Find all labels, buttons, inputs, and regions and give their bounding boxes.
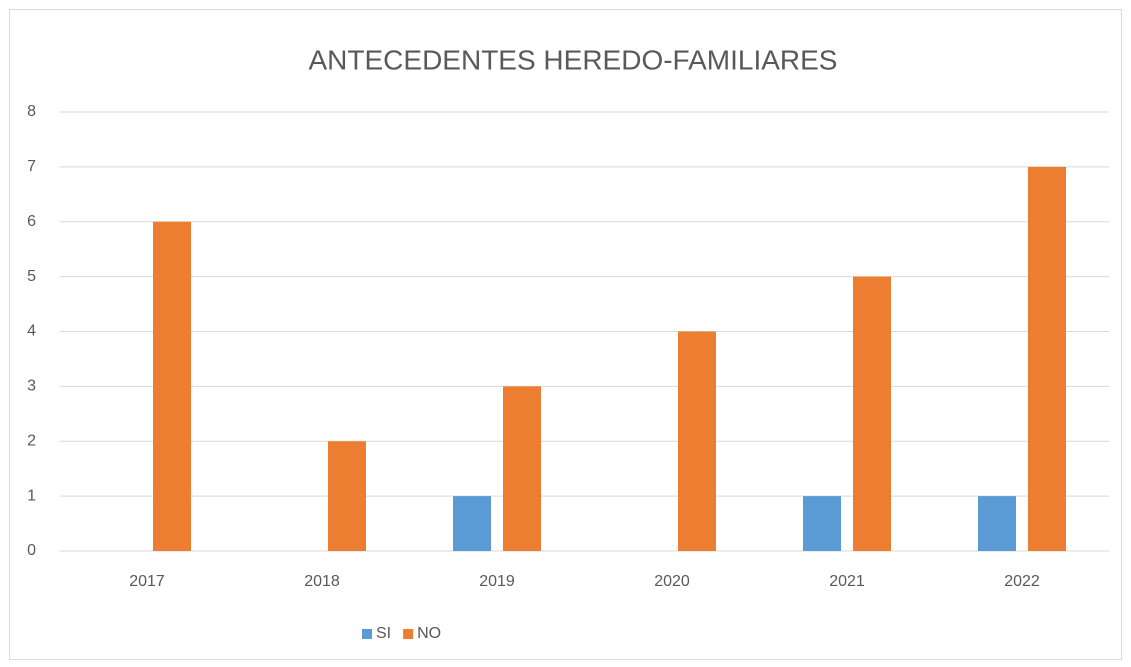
y-tick-label: 3 — [27, 378, 36, 395]
bar — [453, 496, 491, 551]
y-tick-label: 2 — [27, 432, 36, 449]
y-tick-label: 7 — [27, 158, 36, 175]
y-tick-label: 4 — [27, 323, 36, 340]
bar — [1028, 166, 1066, 551]
legend-swatch — [403, 629, 414, 639]
legend-label: SI — [376, 625, 391, 642]
y-tick-label: 5 — [27, 268, 36, 285]
bar — [153, 221, 191, 551]
x-tick-label: 2020 — [654, 573, 690, 590]
x-tick-label: 2022 — [1004, 573, 1040, 590]
y-tick-label: 6 — [27, 213, 36, 230]
legend-label: NO — [417, 625, 441, 642]
x-tick-label: 2018 — [304, 573, 340, 590]
x-tick-label: 2019 — [479, 573, 515, 590]
y-tick-label: 1 — [27, 487, 36, 504]
bar — [853, 276, 891, 551]
y-tick-label: 0 — [27, 542, 36, 559]
chart-title: ANTECEDENTES HEREDO-FAMILIARES — [309, 44, 838, 75]
x-tick-label: 2021 — [829, 573, 865, 590]
bar — [328, 441, 366, 551]
bar — [978, 496, 1016, 551]
y-tick-label: 8 — [27, 103, 36, 120]
bar — [803, 496, 841, 551]
x-tick-label: 2017 — [129, 573, 165, 590]
legend-swatch — [362, 629, 372, 639]
bar — [678, 331, 716, 551]
bar — [503, 386, 541, 551]
